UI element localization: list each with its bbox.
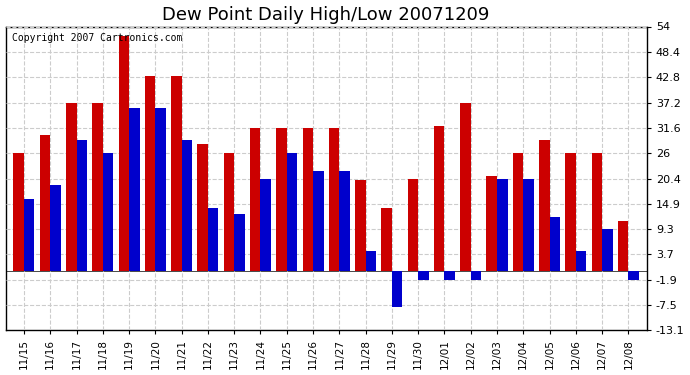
Bar [77,140,87,271]
Bar [471,271,481,280]
Bar [24,199,34,271]
Bar [50,185,61,271]
Bar [66,103,77,271]
Bar [591,153,602,271]
Bar [523,178,534,271]
Bar [418,271,428,280]
Bar [565,153,576,271]
Text: Copyright 2007 Cartronics.com: Copyright 2007 Cartronics.com [12,33,182,43]
Bar [250,128,260,271]
Bar [119,36,129,271]
Title: Dew Point Daily High/Low 20071209: Dew Point Daily High/Low 20071209 [162,6,490,24]
Bar [339,171,350,271]
Bar [408,178,418,271]
Bar [181,140,192,271]
Bar [539,140,549,271]
Bar [287,153,297,271]
Bar [392,271,402,308]
Bar [444,271,455,280]
Bar [460,103,471,271]
Bar [576,251,586,271]
Bar [618,221,629,271]
Bar [276,128,287,271]
Bar [382,208,392,271]
Bar [355,180,366,271]
Bar [40,135,50,271]
Bar [197,144,208,271]
Bar [486,176,497,271]
Bar [224,153,234,271]
Bar [103,153,113,271]
Bar [208,208,219,271]
Bar [434,126,444,271]
Bar [145,76,155,271]
Bar [549,217,560,271]
Bar [366,251,376,271]
Bar [13,153,24,271]
Bar [92,103,103,271]
Bar [329,128,339,271]
Bar [155,108,166,271]
Bar [602,229,613,271]
Bar [129,108,139,271]
Bar [260,178,271,271]
Bar [513,153,523,271]
Bar [497,178,508,271]
Bar [629,271,639,280]
Bar [302,128,313,271]
Bar [171,76,181,271]
Bar [234,214,245,271]
Bar [313,171,324,271]
